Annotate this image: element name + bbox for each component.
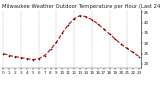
Text: Milwaukee Weather Outdoor Temperature per Hour (Last 24 Hours): Milwaukee Weather Outdoor Temperature pe…: [2, 4, 160, 9]
